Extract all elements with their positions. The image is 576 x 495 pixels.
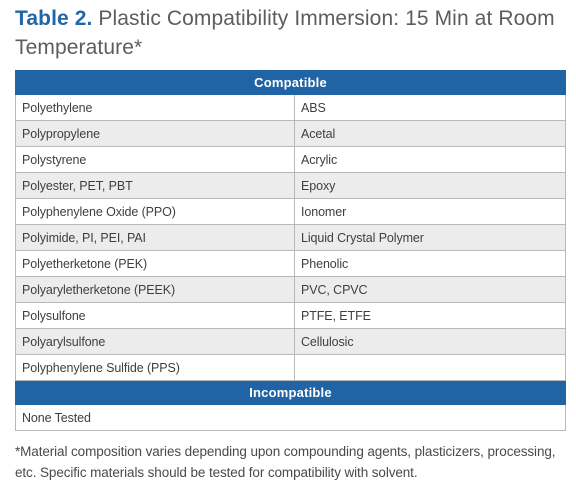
table-row: Polyphenylene Oxide (PPO) Ionomer [15,198,567,225]
table-cell: Polyester, PET, PBT [15,172,295,199]
table-cell: Polyetherketone (PEK) [15,250,295,277]
table-row: Polyimide, PI, PEI, PAI Liquid Crystal P… [15,224,567,251]
table-cell: Epoxy [293,172,567,199]
table-cell: Polyarylsulfone [15,328,295,355]
table-row: Polypropylene Acetal [15,120,567,147]
table-row: Polyethylene ABS [15,94,567,121]
table-cell: Liquid Crystal Polymer [293,224,567,251]
table-row: Polysulfone PTFE, ETFE [15,302,567,329]
compatible-header-row: Compatible [14,70,567,95]
table-cell: None Tested [14,404,567,431]
table-row: Polyarylsulfone Cellulosic [15,328,567,355]
table-cell: Polystyrene [15,146,295,173]
table-cell: Phenolic [293,250,567,277]
table-cell: Ionomer [293,198,567,225]
table-cell: Polyaryletherketone (PEEK) [15,276,295,303]
table-cell: Acetal [293,120,567,147]
table-cell: Polysulfone [15,302,295,329]
table-cell: ABS [293,94,567,121]
footnote: *Material composition varies depending u… [15,444,556,480]
table-title-text: Plastic Compatibility Immersion: 15 Min … [15,7,555,59]
incompatible-header: Incompatible [14,380,567,405]
table-row: None Tested [14,404,567,431]
compatibility-table: Compatible Polyethylene ABS Polypropylen… [14,70,567,431]
table-cell: Polyphenylene Oxide (PPO) [15,198,295,225]
table-number-label: Table 2. [15,7,93,30]
table-row: Polyester, PET, PBT Epoxy [15,172,567,199]
table-row: Polyetherketone (PEK) Phenolic [15,250,567,277]
table-cell: Polypropylene [15,120,295,147]
table-row: Polyaryletherketone (PEEK) PVC, CPVC [15,276,567,303]
table-row: Polystyrene Acrylic [15,146,567,173]
table-cell: Polyphenylene Sulfide (PPS) [15,354,295,381]
table-cell: Polyimide, PI, PEI, PAI [15,224,295,251]
incompatible-header-row: Incompatible [14,380,567,405]
table-cell: Cellulosic [293,328,567,355]
compatible-header: Compatible [14,70,567,95]
table-cell: PTFE, ETFE [293,302,567,329]
table-cell: Polyethylene [15,94,295,121]
table-title: Table 2. Plastic Compatibility Immersion… [15,4,565,62]
table-cell: Acrylic [293,146,567,173]
table-row: Polyphenylene Sulfide (PPS) [15,354,567,381]
table-cell: PVC, CPVC [293,276,567,303]
table-cell [293,354,567,381]
